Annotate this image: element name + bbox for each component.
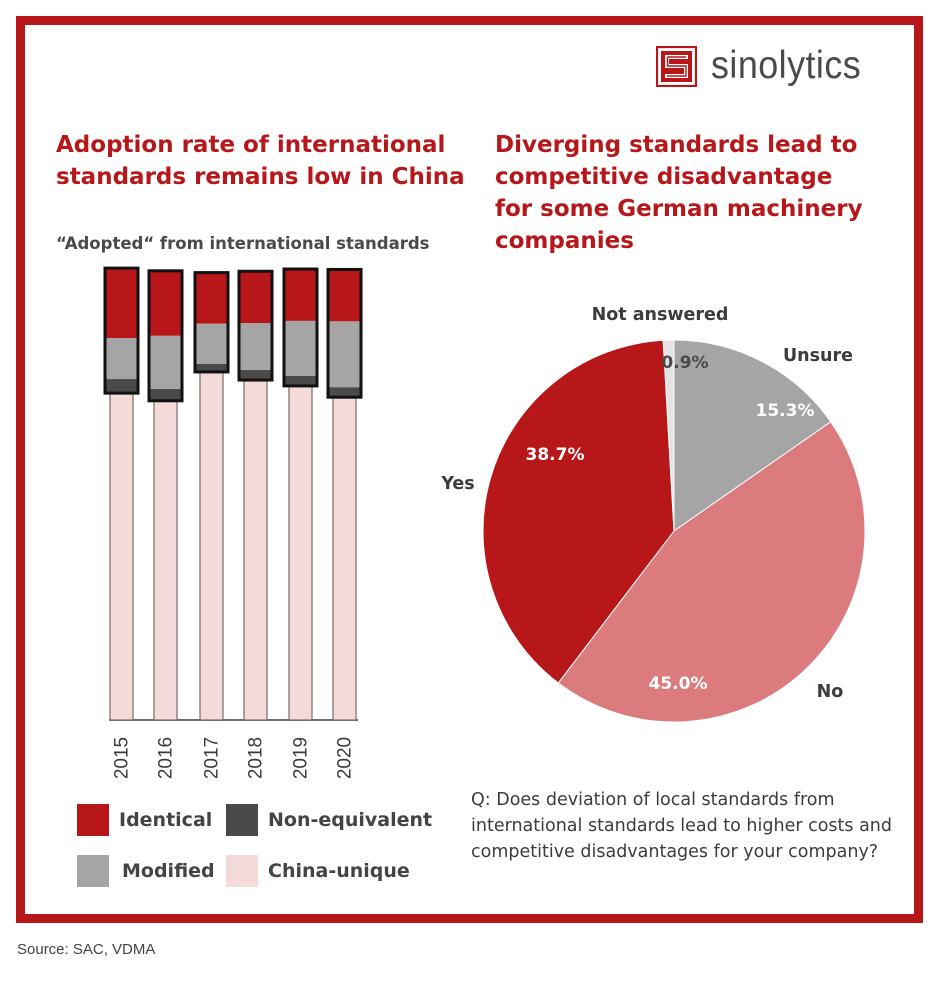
bar-segment-china-unique [199,370,224,721]
legend-item-modified: Modified [77,855,215,887]
sinolytics-logo-icon [656,45,697,87]
pie-category-label: Not answered [592,305,729,325]
right-chart-title: Diverging standards lead to competitive … [495,129,895,257]
bar-chart-subtitle: “Adopted“ from international standards [56,234,430,253]
bar-adopted-outline [147,269,184,403]
bar-segment-non-equivalent [240,370,271,380]
legend-item-non-equivalent: Non-equivalent [226,804,432,836]
legend-swatch-non-equivalent [226,804,258,836]
bar-adopted-outline [282,267,319,388]
bar-segment-china-unique [243,378,268,721]
bar-segment-non-equivalent [196,363,227,371]
bar-segment-china-unique [109,391,134,721]
x-tick-label: 2020 [335,737,356,779]
bar-adopted-outline [326,267,363,399]
right-title-line: Diverging standards lead to [495,132,858,158]
legend-swatch-identical [77,804,109,836]
pie-slice-not-answered [662,339,675,532]
right-title-line: competitive disadvantage [495,164,833,190]
pie-chart: 15.3% Unsure 45.0% No 38.7% Yes 0.9% Not answer… [440,305,866,723]
right-title-line: for some German machinery [495,196,863,222]
pie-slice-unsure [673,339,832,532]
x-tick-label: 2019 [291,737,312,779]
bar-segment-modified [329,321,360,388]
bar-segment-non-equivalent [329,387,360,397]
pie-slice-no [557,421,866,723]
bar-segment-china-unique [332,395,357,721]
bar-segment-identical [106,268,137,339]
x-tick-label: 2017 [202,737,223,779]
bar-segment-non-equivalent [106,379,137,393]
pie-value-label: 45.0% [649,674,708,694]
bar-segment-identical [150,270,181,336]
left-title-line: standards remains low in China [56,164,465,190]
brand-logo: sinolytics [656,45,874,87]
bar-segment-identical [240,271,271,324]
pie-value-label: 0.9% [661,353,708,373]
x-tick-label: 2016 [156,737,177,779]
right-title-line: companies [495,228,634,254]
bar-segment-modified [150,335,181,389]
legend-label: Identical [119,809,213,831]
bar-segment-non-equivalent [150,388,181,400]
pie-slice-yes [482,339,675,684]
stacked-bar-chart: 2015 2016 2017 2018 2019 2020 [103,266,363,779]
source-note: Source: SAC, VDMA [17,941,156,958]
legend-label: Modified [122,860,215,882]
legend-label: China-unique [268,860,410,882]
legend-swatch-china-unique [226,855,258,887]
legend-item-identical: Identical [77,804,212,836]
bar-segment-china-unique [288,384,313,721]
left-chart-title: Adoption rate of international standards… [56,129,466,193]
pie-value-label: 38.7% [526,445,585,465]
pie-category-label: Unsure [783,346,853,366]
bar-segment-china-unique [153,399,178,721]
left-title-line: Adoption rate of international [56,132,446,158]
bar-segment-identical [329,269,360,322]
legend-item-china-unique: China-unique [226,855,410,887]
bar-segment-modified [106,338,137,380]
pie-category-label: No [817,682,844,702]
pie-category-label: Yes [440,474,474,494]
bar-segment-modified [285,320,316,376]
legend-label: Non-equivalent [268,809,433,831]
bar-segment-non-equivalent [285,375,316,385]
bar-segment-modified [240,323,271,371]
bar-adopted-outline [193,271,230,374]
x-tick-label: 2018 [246,737,267,779]
bar-adopted-outline [237,269,274,382]
brand-name: sinolytics [711,44,862,87]
bar-segment-identical [285,269,316,321]
pie-value-label: 15.3% [756,401,815,421]
legend-swatch-modified [77,855,109,887]
survey-question: Q: Does deviation of local standards fro… [471,790,892,862]
bar-segment-modified [196,323,227,364]
bar-segment-identical [196,272,227,324]
x-tick-label: 2015 [112,737,133,779]
bar-adopted-outline [103,266,140,395]
